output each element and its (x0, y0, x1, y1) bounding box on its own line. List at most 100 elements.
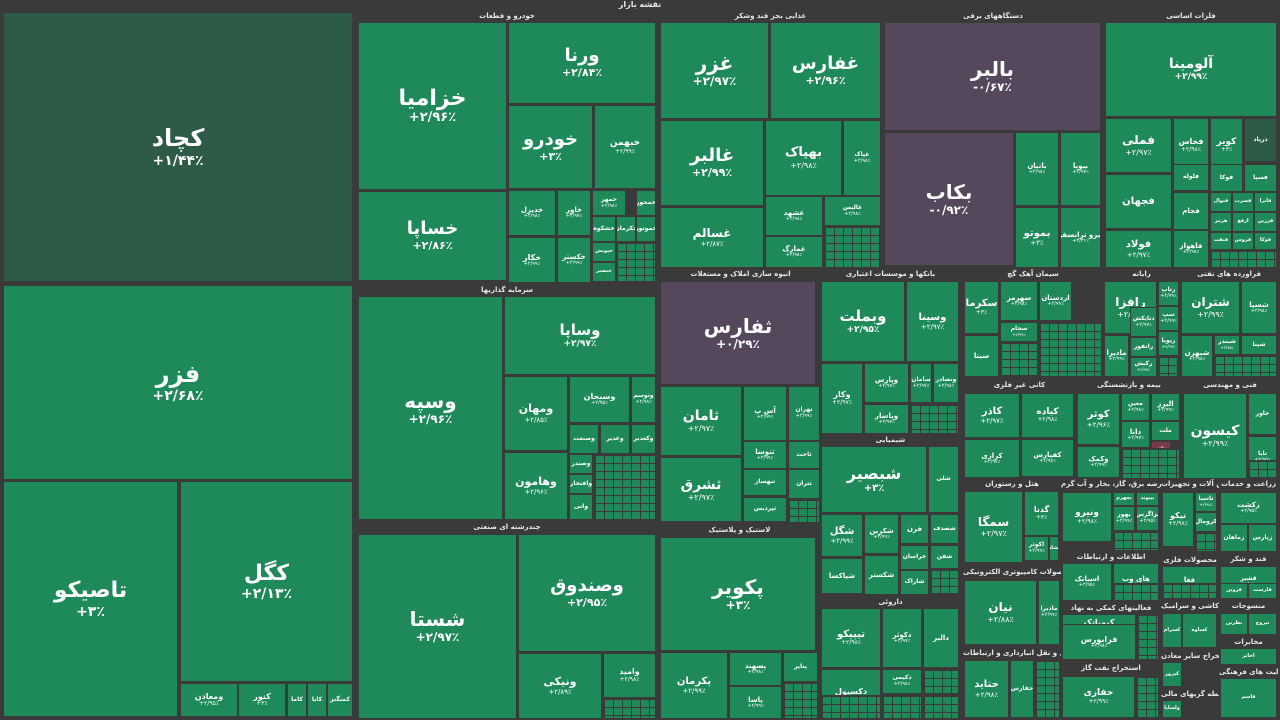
stock-tile[interactable]: مادیرا +۲/۹۹٪ (1104, 335, 1129, 377)
stock-tile[interactable]: کفپارس +۲/۹۸٪ (1021, 439, 1074, 477)
stock-tile[interactable]: آلومینا +۲/۹۹٪ (1105, 22, 1277, 117)
stock-tile[interactable]: فرابورس +۲/۹۸٪ (1062, 624, 1136, 660)
stock-tile[interactable]: تهران +۲/۹۹٪ (788, 386, 820, 441)
stock-tile[interactable]: وغدیر (600, 424, 630, 454)
stock-tile[interactable]: پکرمان +۲/۹۹٪ (660, 652, 728, 719)
stock-tile[interactable]: کساوه (1182, 613, 1217, 648)
stock-tile[interactable]: بکاب -۰/۹۲٪ (884, 132, 1014, 266)
stock-tile[interactable]: خکستر +۲/۹۹٪ (557, 237, 591, 283)
stock-tile[interactable]: تیکو +۲/۹۸٪ (1162, 492, 1194, 547)
stock-tile[interactable]: گدنا +۳٪ (1024, 491, 1059, 536)
stock-tile[interactable]: هرمز (1210, 212, 1232, 232)
stock-tile[interactable]: غالیس +۲/۹۸٪ (824, 196, 881, 226)
stock-tile[interactable]: ثفارس +۰/۲۹٪ (660, 281, 816, 385)
stock-tile[interactable]: فولاد +۲/۹۷٪ (1105, 230, 1172, 268)
stock-tile[interactable]: فوکا (1210, 164, 1243, 192)
stock-tile[interactable]: فسپا (1244, 164, 1277, 192)
stock-tile[interactable]: وامید +۲/۹۸٪ (603, 653, 656, 698)
stock-tile[interactable]: قاسم (1220, 678, 1277, 718)
stock-tile[interactable]: فجهان (1105, 174, 1172, 229)
stock-tile[interactable]: شپاکسا (821, 558, 863, 594)
stock-tile[interactable]: فسرب (1232, 192, 1254, 212)
stock-tile[interactable]: غزر +۲/۹۷٪ (660, 22, 769, 119)
stock-tile[interactable]: غمارگ +۲/۹۸٪ (765, 236, 823, 268)
stock-tile[interactable]: غپاک +۲/۹۸٪ (843, 120, 881, 196)
stock-tile[interactable]: ونصادر +۲/۹۸٪ (933, 363, 959, 403)
stock-tile[interactable]: غالبر +۲/۹۹٪ (660, 120, 764, 206)
stock-tile[interactable]: پسهند +۲/۹۸٪ (729, 652, 782, 686)
stock-tile[interactable]: خزامیا +۲/۹۶٪ (358, 22, 507, 190)
stock-tile[interactable]: وساپا +۲/۹۷٪ (504, 296, 656, 375)
stock-tile[interactable]: کرازی +۲/۹۷٪ (964, 439, 1020, 478)
stock-tile[interactable]: پتایر (783, 652, 818, 682)
stock-tile[interactable]: بجهرم (1113, 492, 1135, 506)
stock-tile[interactable]: واتی (569, 494, 593, 520)
stock-tile[interactable]: سجام +۲/۹۹٪ (1000, 322, 1038, 342)
stock-tile[interactable]: ونیرو +۲/۹۸٪ (1062, 492, 1112, 542)
stock-tile[interactable]: ومهان +۲/۸۵٪ (504, 376, 568, 451)
stock-tile[interactable]: اسیاتک +۲/۹۵٪ (1062, 563, 1112, 601)
stock-tile[interactable]: کگل +۲/۱۳٪ (180, 481, 353, 682)
stock-tile[interactable]: فنفت (1210, 232, 1232, 250)
stock-tile[interactable]: خمحور (636, 190, 656, 216)
stock-tile[interactable]: ثبهساز (743, 469, 787, 496)
stock-tile[interactable]: خدیزل +۲/۹۸٪ (508, 190, 556, 236)
stock-tile[interactable]: ثنوسا +۲/۹۹٪ (743, 441, 787, 469)
stock-tile[interactable]: درپاد (1244, 118, 1277, 162)
stock-tile[interactable]: غشهد +۲/۹۸٪ (765, 196, 823, 236)
stock-tile[interactable]: وکار +۲/۹۷٪ (821, 363, 863, 434)
stock-tile[interactable]: دالبر (923, 608, 959, 668)
stock-tile[interactable]: باتیان +۲/۹۸٪ (1015, 132, 1059, 206)
stock-tile[interactable]: ونیکی +۲/۸۹٪ (518, 653, 602, 719)
stock-tile[interactable]: شفن (930, 545, 959, 569)
stock-tile[interactable]: فرن (900, 514, 929, 544)
stock-tile[interactable]: شصدف (930, 514, 959, 544)
stock-tile[interactable]: وپارس +۲/۹۷٪ (864, 363, 909, 403)
stock-tile[interactable]: وسینا +۲/۹۷٪ (906, 281, 959, 362)
stock-tile[interactable]: کمنگنز (327, 683, 353, 717)
stock-tile[interactable]: کوثر +۲/۹۶٪ (1077, 393, 1120, 445)
stock-tile[interactable]: گشان (1049, 536, 1059, 561)
stock-tile[interactable]: ورنا +۲/۸۴٪ (508, 22, 656, 104)
stock-tile[interactable]: وصندوق +۲/۹۵٪ (518, 534, 656, 652)
stock-tile[interactable]: فملی +۲/۹۷٪ (1105, 118, 1172, 173)
stock-tile[interactable]: وسبحان +۲/۹۵٪ (569, 376, 630, 423)
stock-tile[interactable]: بهپاک +۲/۹۸٪ (765, 120, 842, 196)
stock-tile[interactable]: اخابر (1220, 648, 1277, 665)
stock-tile[interactable]: بموتو +۳٪ (1015, 207, 1059, 268)
stock-tile[interactable]: کسرام (1162, 613, 1182, 648)
stock-tile[interactable]: خساپا +۲/۸۶٪ (358, 191, 507, 281)
stock-tile[interactable]: زماهان (1220, 524, 1248, 552)
stock-tile[interactable]: ثپردیس (743, 497, 787, 522)
stock-tile[interactable]: کیسون +۲/۹۹٪ (1183, 393, 1247, 479)
stock-tile[interactable]: شلی (928, 446, 959, 513)
stock-tile[interactable]: خمهر +۲/۹۸٪ (592, 190, 626, 216)
stock-tile[interactable]: سکرما +۳٪ (964, 281, 999, 334)
stock-tile[interactable]: سهرمز +۲/۹۸٪ (1000, 281, 1038, 321)
stock-tile[interactable]: ریویا +۲/۹۹٪ (1158, 331, 1179, 356)
stock-tile[interactable]: شپنا (1241, 335, 1277, 355)
stock-tile[interactable]: ثتران (788, 469, 820, 499)
stock-tile[interactable]: وپاسار +۲/۹۷٪ (864, 404, 909, 434)
stock-tile[interactable]: کیاده +۲/۹۸٪ (1021, 393, 1074, 438)
stock-tile[interactable]: دکوثر +۲/۹۷٪ (882, 608, 922, 668)
stock-tile[interactable]: وبملت +۲/۹۵٪ (821, 281, 905, 362)
stock-tile[interactable]: شکربن +۲/۹۹٪ (864, 514, 899, 554)
stock-tile[interactable]: زپارس (1248, 524, 1277, 552)
stock-tile[interactable]: کاذر +۲/۹۷٪ (964, 393, 1020, 438)
stock-tile[interactable]: فایرا (1254, 192, 1277, 212)
stock-tile[interactable]: فزر +۲/۶۸٪ (3, 285, 353, 480)
stock-tile[interactable]: کنور +۳٪ (238, 683, 286, 717)
stock-tile[interactable]: خکرمان (616, 216, 636, 242)
stock-tile[interactable]: قزوین (1220, 583, 1248, 599)
stock-tile[interactable]: زکشت +۲/۹۵٪ (1220, 492, 1277, 524)
stock-tile[interactable]: شبندر +۲/۹۵٪ (1214, 335, 1240, 355)
stock-tile[interactable]: رتاپ +۲/۹۹٪ (1158, 281, 1179, 306)
stock-tile[interactable]: مادیرا +۲/۹۹٪ (1038, 580, 1060, 645)
stock-tile[interactable]: خاور (1248, 393, 1277, 435)
stock-tile[interactable]: کاما (287, 683, 307, 717)
stock-tile[interactable]: وصندر (569, 454, 593, 474)
stock-tile[interactable]: فوکا (1254, 232, 1277, 250)
stock-tile[interactable]: ولساپا (1162, 700, 1182, 718)
stock-tile[interactable]: فروس (1232, 232, 1254, 250)
